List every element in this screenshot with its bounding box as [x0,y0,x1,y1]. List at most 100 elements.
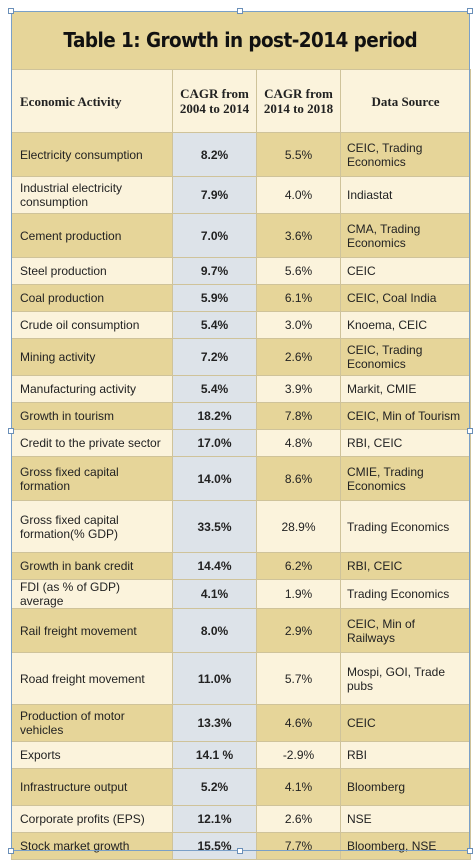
cagr-2004-2014-cell: 18.2% [172,402,257,430]
table-row: Credit to the private sector 17.0% 4.8% RBI… [11,429,471,457]
table-row: Corporate profits (EPS) 12.1% 2.6% NSE [11,805,471,833]
header-data-source: Data Source [340,69,471,133]
cagr-2014-2018-cell: 5.6% [256,257,341,285]
activity-cell: Corporate profits (EPS) [11,805,173,833]
table-row: Coal production 5.9% 6.1% CEIC, Coal India [11,284,471,312]
data-source-cell: Bloomberg [340,768,471,806]
table-row: Infrastructure output 5.2% 4.1% Bloomberg [11,768,471,806]
data-source-cell: CEIC, Min of Tourism [340,402,471,430]
data-source-cell: Mospi, GOI, Trade pubs [340,652,471,705]
resize-handle-bottom-right[interactable] [467,848,473,854]
data-source-cell: CEIC [340,257,471,285]
cagr-2004-2014-cell: 5.9% [172,284,257,312]
cagr-2014-2018-cell: 8.6% [256,456,341,501]
table-row: Steel production 9.7% 5.6% CEIC [11,257,471,285]
table-row: Cement production 7.0% 3.6% CMA, Trading Ec… [11,213,471,258]
cagr-2004-2014-cell: 8.0% [172,608,257,653]
cagr-2014-2018-cell: 2.9% [256,608,341,653]
title-bar: Table 1: Growth in post-2014 period [11,11,470,69]
selection-frame[interactable] [11,11,470,851]
cagr-2014-2018-cell: 5.7% [256,652,341,705]
activity-cell: Steel production [11,257,173,285]
header-row: Economic Activity CAGR from 2004 to 2014… [11,69,471,133]
cagr-2014-2018-cell: 3.9% [256,375,341,403]
cagr-2014-2018-cell: 6.1% [256,284,341,312]
cagr-2014-2018-cell: 28.9% [256,500,341,553]
cagr-2014-2018-cell: 4.8% [256,429,341,457]
growth-table: Economic Activity CAGR from 2004 to 2014… [11,69,471,860]
cagr-2014-2018-cell: 2.6% [256,338,341,376]
cagr-2004-2014-cell: 12.1% [172,805,257,833]
activity-cell: Cement production [11,213,173,258]
cagr-2004-2014-cell: 8.2% [172,132,257,177]
data-source-cell: CEIC, Trading Economics [340,132,471,177]
data-source-cell: Knoema, CEIC [340,311,471,339]
activity-cell: Road freight movement [11,652,173,705]
data-source-cell: CEIC, Coal India [340,284,471,312]
cagr-2014-2018-cell: 1.9% [256,579,341,609]
cagr-2014-2018-cell: 7.8% [256,402,341,430]
cagr-2014-2018-cell: 2.6% [256,805,341,833]
data-source-cell: Trading Economics [340,579,471,609]
cagr-2004-2014-cell: 33.5% [172,500,257,553]
table-row: Crude oil consumption 5.4% 3.0% Knoema, CEI… [11,311,471,339]
data-source-cell: Markit, CMIE [340,375,471,403]
table-row: Electricity consumption 8.2% 5.5% CEIC, Tra… [11,132,471,177]
data-source-cell: CEIC, Min of Railways [340,608,471,653]
resize-handle-top-left[interactable] [8,8,14,14]
resize-handle-bottom-left[interactable] [8,848,14,854]
cagr-2004-2014-cell: 14.1 % [172,741,257,769]
table-row: Production of motor vehicles 13.3% 4.6% CEI… [11,704,471,742]
activity-cell: Electricity consumption [11,132,173,177]
activity-cell: Production of motor vehicles [11,704,173,742]
cagr-2014-2018-cell: 3.0% [256,311,341,339]
cagr-2014-2018-cell: 3.6% [256,213,341,258]
activity-cell: Coal production [11,284,173,312]
data-source-cell: CEIC, Trading Economics [340,338,471,376]
cagr-2014-2018-cell: 7.7% [256,832,341,860]
activity-cell: Gross fixed capital formation(% GDP) [11,500,173,553]
resize-handle-middle-left[interactable] [8,428,14,434]
activity-cell: Infrastructure output [11,768,173,806]
resize-handle-middle-right[interactable] [467,428,473,434]
table-row: Gross fixed capital formation(% GDP) 33.5… [11,500,471,553]
table-card: Table 1: Growth in post-2014 period Econ… [11,11,471,860]
activity-cell: Rail freight movement [11,608,173,653]
table-body: Electricity consumption 8.2% 5.5% CEIC, Tra… [11,132,471,860]
table-title: Table 1: Growth in post-2014 period [63,28,418,52]
cagr-2004-2014-cell: 7.2% [172,338,257,376]
data-source-cell: NSE [340,805,471,833]
activity-cell: Credit to the private sector [11,429,173,457]
resize-handle-bottom-center[interactable] [237,848,243,854]
activity-cell: Stock market growth [11,832,173,860]
table-row: Industrial electricity consumption 7.9% 4.… [11,176,471,214]
data-source-cell: RBI [340,741,471,769]
cagr-2014-2018-cell: -2.9% [256,741,341,769]
table-row: Stock market growth 15.5% 7.7% Bloomberg, N… [11,832,471,860]
cagr-2004-2014-cell: 7.9% [172,176,257,214]
cagr-2004-2014-cell: 13.3% [172,704,257,742]
cagr-2004-2014-cell: 5.2% [172,768,257,806]
activity-cell: Industrial electricity consumption [11,176,173,214]
data-source-cell: Indiastat [340,176,471,214]
data-source-cell: RBI, CEIC [340,429,471,457]
table-row: Mining activity 7.2% 2.6% CEIC, Trading Eco… [11,338,471,376]
data-source-cell: CMA, Trading Economics [340,213,471,258]
table-row: Rail freight movement 8.0% 2.9% CEIC, Min o… [11,608,471,653]
cagr-2004-2014-cell: 15.5% [172,832,257,860]
resize-handle-top-right[interactable] [467,8,473,14]
resize-handle-top-center[interactable] [237,8,243,14]
table-row: Gross fixed capital formation 14.0% 8.6% CM… [11,456,471,501]
cagr-2014-2018-cell: 4.6% [256,704,341,742]
table-row: Manufacturing activity 5.4% 3.9% Markit, CM… [11,375,471,403]
cagr-2004-2014-cell: 5.4% [172,375,257,403]
activity-cell: Crude oil consumption [11,311,173,339]
data-source-cell: Bloomberg, NSE [340,832,471,860]
cagr-2004-2014-cell: 7.0% [172,213,257,258]
data-source-cell: Trading Economics [340,500,471,553]
table-row: Growth in tourism 18.2% 7.8% CEIC, Min of T… [11,402,471,430]
table-row: Exports 14.1 % -2.9% RBI [11,741,471,769]
data-source-cell: CMIE, Trading Economics [340,456,471,501]
activity-cell: Exports [11,741,173,769]
cagr-2004-2014-cell: 14.0% [172,456,257,501]
